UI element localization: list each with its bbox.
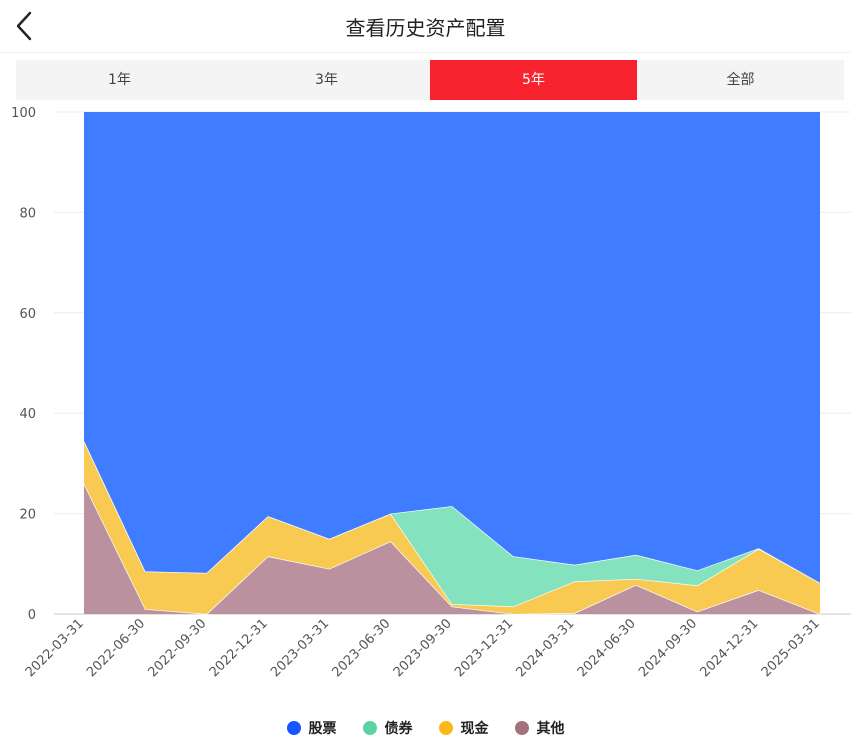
y-tick-label: 40 [19,407,36,422]
legend-dot-other [514,721,529,735]
x-tick-label: 2023-06-30 [329,616,393,680]
area-series-bond [84,440,820,607]
x-tick-label: 2022-06-30 [84,616,148,680]
legend-dot-cash [438,721,453,735]
x-tick-label: 2022-09-30 [145,616,209,680]
legend-item-cash[interactable]: 现金 [438,718,489,738]
header-bar: 查看历史资产配置 [0,0,851,53]
y-tick-label: 60 [19,307,36,322]
tab-5-years[interactable]: 5年 [430,60,637,100]
legend-dot-bond [362,721,377,735]
legend-item-bond[interactable]: 债券 [362,718,413,738]
x-tick-label: 2023-12-31 [452,616,516,680]
x-tick-label: 2023-03-31 [268,616,332,680]
legend-label-stock: 股票 [308,721,337,737]
area-series-stock [84,112,820,583]
x-tick-label: 2022-03-31 [23,616,87,680]
x-tick-label: 2025-03-31 [759,616,823,680]
x-tick-label: 2024-09-30 [636,616,700,680]
x-tick-label: 2024-03-31 [513,616,577,680]
y-tick-label: 0 [28,608,36,623]
legend-item-stock[interactable]: 股票 [286,718,337,738]
page-title: 查看历史资产配置 [345,16,506,40]
chevron-left-icon [16,11,32,41]
back-button[interactable] [8,8,44,44]
period-tabs: 1年 3年 5年 全部 [16,60,844,100]
legend-label-cash: 现金 [460,721,489,737]
x-tick-label: 2024-06-30 [575,616,639,680]
x-tick-label: 2024-12-31 [697,616,761,680]
y-tick-label: 80 [19,206,36,221]
legend-label-bond: 债券 [384,721,413,737]
tab-1-year[interactable]: 1年 [108,72,131,88]
x-tick-label: 2023-09-30 [391,616,455,680]
chart-legend: 股票 债券 现金 其他 [0,716,851,740]
x-tick-label: 2022-12-31 [207,616,271,680]
y-tick-label: 100 [11,106,36,121]
tab-3-years[interactable]: 3年 [315,72,338,88]
area-series-other [84,483,820,614]
legend-item-other[interactable]: 其他 [514,718,565,738]
asset-allocation-chart: 0 20 40 60 80 100 2022-03-312022-06-302022-09-… [11,106,851,680]
y-tick-label: 20 [19,508,36,523]
legend-label-other: 其他 [536,721,565,737]
area-series-cash [84,440,820,614]
legend-dot-stock [286,721,301,735]
tab-all[interactable]: 全部 [726,72,755,88]
